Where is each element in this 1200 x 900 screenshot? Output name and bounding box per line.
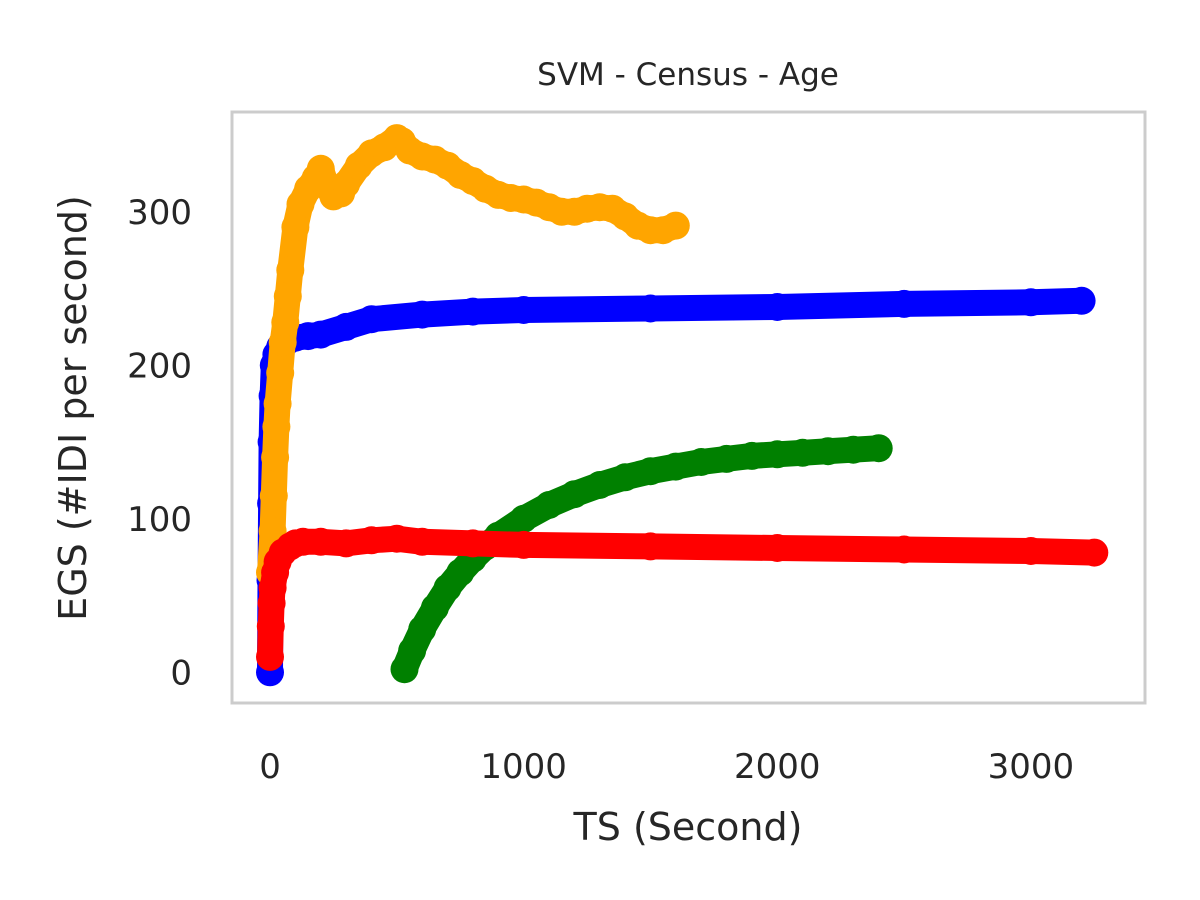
data-point — [661, 452, 690, 481]
data-point — [687, 448, 716, 476]
y-tick-label: 200 — [127, 346, 192, 386]
data-point — [357, 305, 386, 334]
data-point — [763, 534, 792, 562]
data-point — [890, 289, 919, 318]
y-tick-label: 0 — [170, 653, 192, 693]
series-line — [257, 525, 1108, 670]
data-point — [262, 412, 291, 441]
y-tick-label: 300 — [127, 193, 192, 233]
data-point — [306, 320, 335, 349]
data-point — [408, 300, 437, 329]
data-point — [661, 211, 690, 240]
data-point — [1016, 288, 1045, 317]
series-layer — [256, 124, 1109, 687]
data-point — [408, 615, 437, 644]
data-point — [864, 434, 893, 463]
data-point — [509, 504, 538, 533]
data-point — [890, 535, 919, 564]
data-point — [788, 438, 817, 467]
data-point — [1016, 537, 1045, 565]
data-point — [261, 443, 290, 472]
data-point — [636, 532, 665, 561]
data-point — [763, 293, 792, 321]
data-point — [814, 437, 842, 466]
y-tick-label: 100 — [127, 500, 192, 540]
data-point — [276, 256, 305, 285]
data-point — [585, 471, 614, 499]
data-point — [271, 308, 300, 337]
data-point — [763, 440, 792, 469]
x-tick-label: 3000 — [988, 747, 1075, 787]
data-point — [266, 359, 295, 387]
data-point — [636, 294, 665, 323]
x-axis-label: TS (Second) — [573, 805, 803, 849]
data-point — [259, 481, 288, 510]
series-1 — [256, 124, 690, 587]
plot-frame — [230, 110, 1147, 705]
ticks-layer: 0 1000 2000 3000 0 100 200 300 — [127, 193, 1074, 787]
series-0 — [256, 286, 1096, 687]
data-point — [281, 213, 310, 242]
series-2 — [390, 434, 893, 684]
data-point — [712, 444, 741, 473]
data-point — [509, 296, 538, 324]
data-point — [273, 282, 302, 311]
data-point — [306, 527, 335, 556]
data-point — [256, 612, 285, 641]
series-line — [257, 287, 1095, 686]
data-point — [382, 524, 411, 553]
data-point — [1080, 538, 1109, 567]
y-axis-label: EGS (#IDI per second) — [51, 195, 95, 621]
data-point — [611, 463, 640, 492]
data-point — [332, 529, 361, 558]
data-point — [839, 435, 868, 464]
data-point — [737, 441, 766, 470]
data-point — [357, 526, 386, 555]
data-point — [636, 457, 665, 486]
series-3 — [256, 524, 1109, 671]
data-point — [1067, 286, 1096, 315]
data-point — [535, 491, 563, 519]
data-point — [332, 312, 361, 341]
data-point — [420, 593, 449, 622]
data-point — [458, 297, 487, 326]
x-tick-label: 2000 — [734, 747, 821, 787]
chart-title: SVM - Census - Age — [537, 57, 839, 93]
data-point — [256, 642, 284, 671]
data-point — [560, 480, 589, 509]
data-point — [398, 636, 427, 665]
x-tick-label: 0 — [259, 747, 281, 787]
data-point — [263, 389, 292, 418]
data-point — [509, 530, 538, 559]
data-point — [408, 527, 437, 556]
data-point — [458, 529, 487, 558]
x-tick-label: 1000 — [480, 747, 567, 787]
